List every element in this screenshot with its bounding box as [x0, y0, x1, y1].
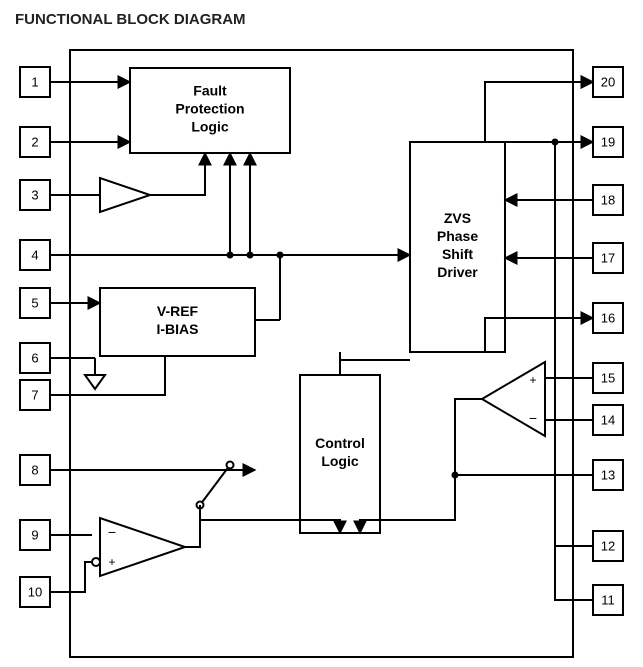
svg-text:7: 7	[31, 388, 38, 403]
svg-text:I-BIAS: I-BIAS	[157, 321, 199, 337]
svg-text:13: 13	[601, 468, 615, 483]
svg-text:Shift: Shift	[442, 246, 473, 262]
svg-text:8: 8	[31, 463, 38, 478]
svg-text:Phase: Phase	[437, 228, 478, 244]
svg-text:12: 12	[601, 539, 615, 554]
diagram-title: FUNCTIONAL BLOCK DIAGRAM	[15, 11, 246, 28]
svg-text:20: 20	[601, 75, 615, 90]
svg-text:15: 15	[601, 371, 615, 386]
svg-text:16: 16	[601, 311, 615, 326]
svg-text:10: 10	[28, 585, 42, 600]
svg-text:5: 5	[31, 296, 38, 311]
svg-text:19: 19	[601, 135, 615, 150]
svg-text:4: 4	[31, 248, 38, 263]
svg-text:Protection: Protection	[175, 101, 244, 117]
svg-text:14: 14	[601, 413, 615, 428]
pins-left: 1 2 3 4 5 6 7 8 9 10	[20, 67, 50, 607]
svg-text:+: +	[108, 555, 115, 569]
svg-text:ZVS: ZVS	[444, 210, 471, 226]
svg-text:Control: Control	[315, 435, 365, 451]
pins-right: 20 19 18 17 16 15 14 13 12 11	[593, 67, 623, 615]
fault-protection-logic-block: Fault Protection Logic	[130, 68, 290, 153]
svg-text:+: +	[529, 373, 536, 387]
svg-text:V-REF: V-REF	[157, 303, 199, 319]
svg-text:11: 11	[601, 593, 615, 608]
zvs-phase-shift-driver-block: ZVS Phase Shift Driver	[410, 142, 505, 352]
svg-text:2: 2	[31, 135, 38, 150]
svg-text:Fault: Fault	[193, 83, 227, 99]
svg-text:−: −	[108, 524, 116, 540]
svg-text:17: 17	[601, 251, 615, 266]
svg-text:9: 9	[31, 528, 38, 543]
svg-text:Driver: Driver	[437, 264, 478, 280]
control-logic-block: Control Logic	[300, 375, 380, 533]
svg-text:1: 1	[31, 75, 38, 90]
svg-text:6: 6	[31, 351, 38, 366]
svg-text:Logic: Logic	[321, 453, 359, 469]
svg-text:−: −	[529, 410, 537, 426]
vref-ibias-block: V-REF I-BIAS	[100, 288, 255, 356]
svg-text:3: 3	[31, 188, 38, 203]
svg-text:18: 18	[601, 193, 615, 208]
svg-text:Logic: Logic	[191, 119, 229, 135]
